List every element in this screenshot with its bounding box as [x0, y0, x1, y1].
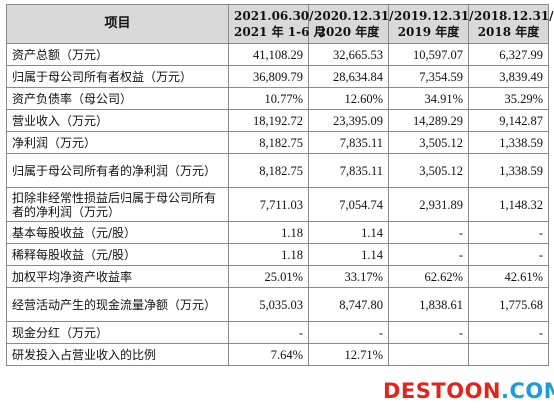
- row-label: 营业收入（万元）: [6, 109, 229, 132]
- cell-value: 41,108.29: [228, 43, 309, 66]
- header-2021-h1: 2021.06.30/ 2021 年 1-6 月: [228, 4, 326, 44]
- cell-value: 23,395.09: [308, 109, 389, 132]
- cell-value: 3,839.49: [468, 65, 549, 88]
- cell-value: 1.14: [308, 221, 389, 244]
- header-2019: 2019.12.31/ 2019 年度: [388, 4, 474, 44]
- table-row: 稀释每股收益（元/股） 1.18 1.14 - -: [6, 243, 549, 266]
- financial-data-table: 项目 2021.06.30/ 2021 年 1-6 月 2020.12.31/ …: [6, 4, 554, 366]
- header-2019-period: 2019 年度: [397, 25, 460, 39]
- row-label: 净利润（万元）: [6, 131, 229, 154]
- cell-value: [468, 343, 549, 366]
- cell-value: 1,338.59: [468, 153, 549, 188]
- row-label: 稀释每股收益（元/股）: [6, 243, 229, 266]
- cell-value: 12.60%: [308, 87, 389, 110]
- cell-value: 14,289.29: [388, 109, 469, 132]
- cell-value: 7,054.74: [308, 187, 389, 222]
- cell-value: -: [468, 321, 549, 344]
- cell-value: -: [308, 321, 389, 344]
- cell-value: 1,148.32: [468, 187, 549, 222]
- cell-value: 3,505.12: [388, 153, 469, 188]
- watermark-part-a: DESTOON: [383, 379, 502, 403]
- table-row: 归属于母公司所有者的净利润（万元） 8,182.75 7,835.11 3,50…: [6, 153, 549, 188]
- table-row: 研发投入占营业收入的比例 7.64% 12.71%: [6, 343, 549, 366]
- cell-value: 42.61%: [468, 265, 549, 288]
- header-2020-date: 2020.12.31/: [314, 9, 394, 23]
- cell-value: 7,711.03: [228, 187, 309, 222]
- table-row: 现金分红（万元） - - - -: [6, 321, 549, 344]
- watermark-part-b: .COM: [501, 379, 554, 403]
- destoon-watermark-logo: DESTOON.COM: [383, 375, 554, 407]
- header-2018: 2018.12.31/ 2018 年度: [468, 4, 554, 44]
- row-label: 归属于母公司所有者的净利润（万元）: [6, 153, 229, 188]
- cell-value: 7,354.59: [388, 65, 469, 88]
- cell-value: 32,665.53: [308, 43, 389, 66]
- cell-value: 1,838.61: [388, 287, 469, 322]
- cell-value: 3,505.12: [388, 131, 469, 154]
- cell-value: 8,182.75: [228, 153, 309, 188]
- cell-value: 9,142.87: [468, 109, 549, 132]
- cell-value: 1.18: [228, 221, 309, 244]
- cell-value: -: [468, 243, 549, 266]
- row-label: 扣除非经常性损益后归属于母公司所有者的净利润（万元）: [6, 187, 229, 222]
- cell-value: 6,327.99: [468, 43, 549, 66]
- header-item: 项目: [6, 4, 229, 44]
- cell-value: [388, 343, 469, 366]
- table-row: 经营活动产生的现金流量净额（万元） 5,035.03 8,747.80 1,83…: [6, 287, 549, 322]
- cell-value: 7,835.11: [308, 131, 389, 154]
- table-row: 归属于母公司所有者权益（万元） 36,809.79 28,634.84 7,35…: [6, 65, 549, 88]
- cell-value: -: [468, 221, 549, 244]
- cell-value: 7.64%: [228, 343, 309, 366]
- table-header-row: 项目 2021.06.30/ 2021 年 1-6 月 2020.12.31/ …: [6, 4, 554, 44]
- row-label: 加权平均净资产收益率: [6, 265, 229, 288]
- header-2021-h1-period: 2021 年 1-6 月: [234, 25, 326, 39]
- header-2020: 2020.12.31/ 2020 年度: [308, 4, 394, 44]
- cell-value: 36,809.79: [228, 65, 309, 88]
- cell-value: 1,338.59: [468, 131, 549, 154]
- cell-value: 1.18: [228, 243, 309, 266]
- cell-value: 33.17%: [308, 265, 389, 288]
- cell-value: 18,192.72: [228, 109, 309, 132]
- row-label: 经营活动产生的现金流量净额（万元）: [6, 287, 229, 322]
- header-2018-period: 2018 年度: [477, 25, 540, 39]
- cell-value: 8,182.75: [228, 131, 309, 154]
- header-2021-h1-date: 2021.06.30/: [234, 9, 314, 23]
- table-row: 营业收入（万元） 18,192.72 23,395.09 14,289.29 9…: [6, 109, 549, 132]
- cell-value: -: [388, 243, 469, 266]
- cell-value: 34.91%: [388, 87, 469, 110]
- cell-value: 1.14: [308, 243, 389, 266]
- cell-value: -: [388, 221, 469, 244]
- row-label: 基本每股收益（元/股）: [6, 221, 229, 244]
- cell-value: 28,634.84: [308, 65, 389, 88]
- table-row: 加权平均净资产收益率 25.01% 33.17% 62.62% 42.61%: [6, 265, 549, 288]
- cell-value: 10.77%: [228, 87, 309, 110]
- cell-value: 2,931.89: [388, 187, 469, 222]
- cell-value: 5,035.03: [228, 287, 309, 322]
- header-2019-date: 2019.12.31/: [394, 9, 474, 23]
- cell-value: -: [228, 321, 309, 344]
- cell-value: 8,747.80: [308, 287, 389, 322]
- cell-value: -: [388, 321, 469, 344]
- cell-value: 35.29%: [468, 87, 549, 110]
- table-row: 资产总额（万元） 41,108.29 32,665.53 10,597.07 6…: [6, 43, 549, 66]
- cell-value: 10,597.07: [388, 43, 469, 66]
- row-label: 现金分红（万元）: [6, 321, 229, 344]
- row-label: 归属于母公司所有者权益（万元）: [6, 65, 229, 88]
- cell-value: 12.71%: [308, 343, 389, 366]
- header-2020-period: 2020 年度: [317, 25, 380, 39]
- table-row: 净利润（万元） 8,182.75 7,835.11 3,505.12 1,338…: [6, 131, 549, 154]
- cell-value: 1,775.68: [468, 287, 549, 322]
- table-row: 扣除非经常性损益后归属于母公司所有者的净利润（万元） 7,711.03 7,05…: [6, 187, 549, 222]
- cell-value: 25.01%: [228, 265, 309, 288]
- table-row: 资产负债率（母公司） 10.77% 12.60% 34.91% 35.29%: [6, 87, 549, 110]
- header-2018-date: 2018.12.31/: [474, 9, 554, 23]
- row-label: 资产负债率（母公司）: [6, 87, 229, 110]
- row-label: 资产总额（万元）: [6, 43, 229, 66]
- cell-value: 7,835.11: [308, 153, 389, 188]
- table-row: 基本每股收益（元/股） 1.18 1.14 - -: [6, 221, 549, 244]
- cell-value: 62.62%: [388, 265, 469, 288]
- row-label: 研发投入占营业收入的比例: [6, 343, 229, 366]
